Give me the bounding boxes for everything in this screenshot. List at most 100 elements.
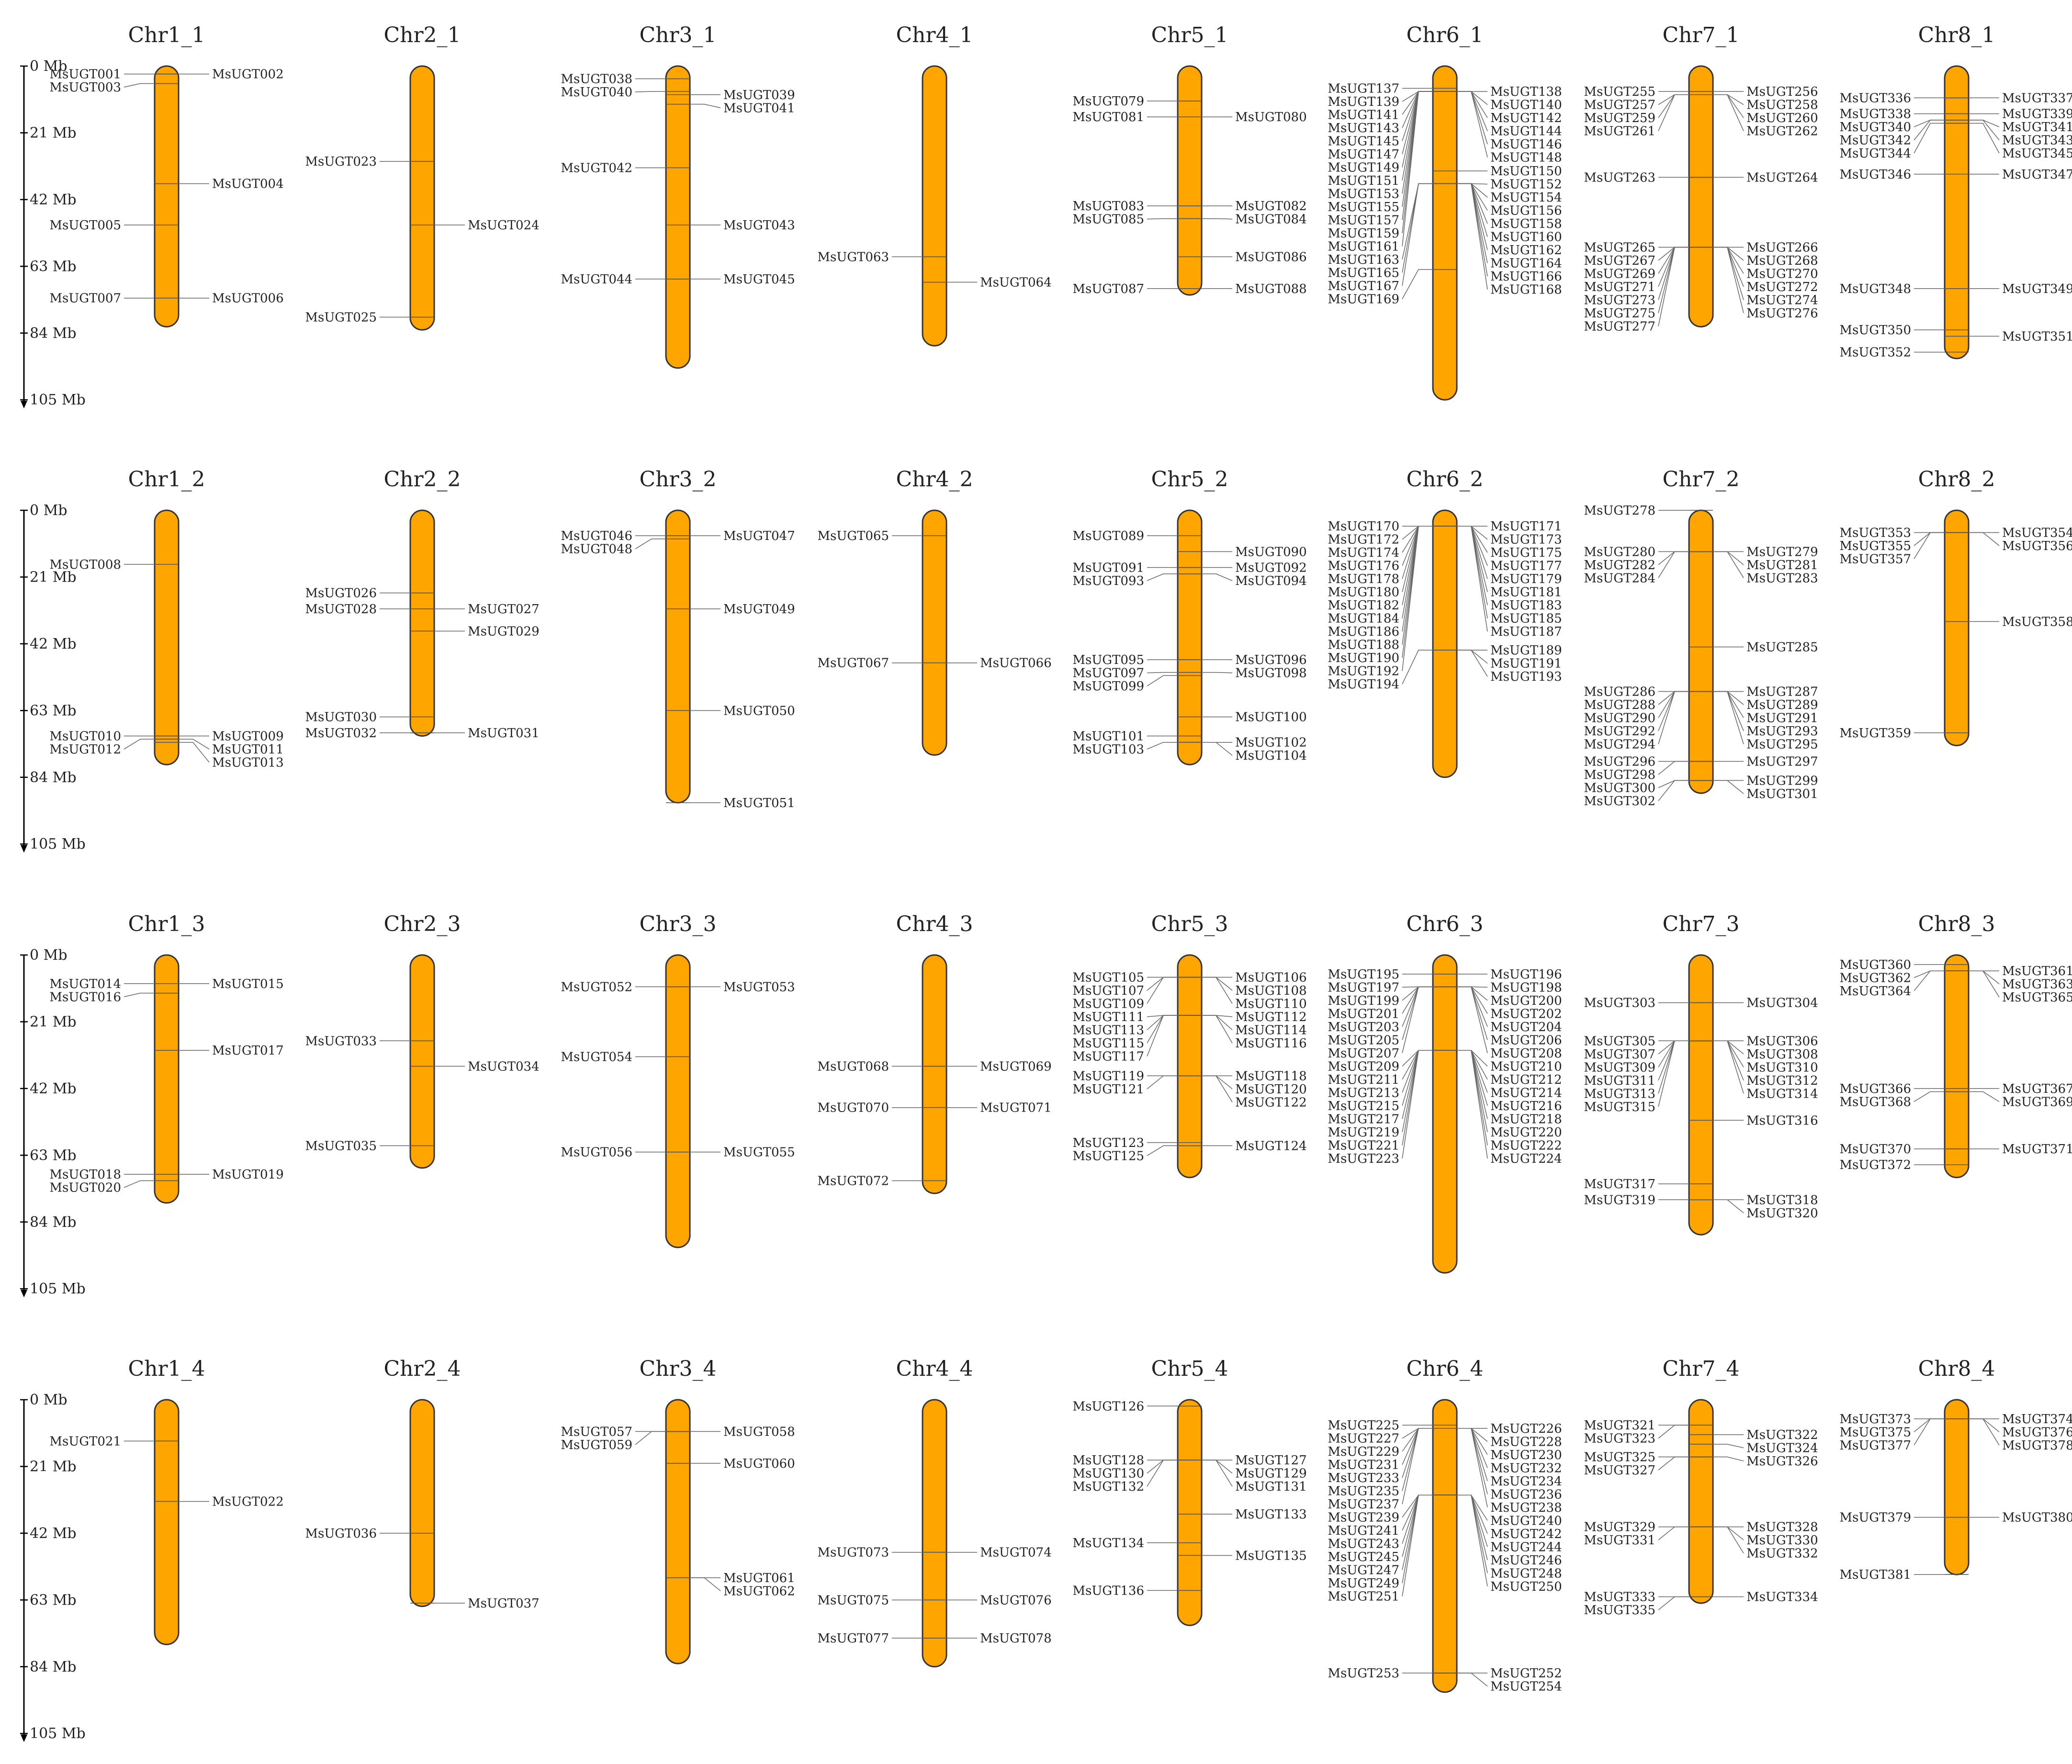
gene-label: MsUGT236: [1490, 1487, 1562, 1502]
gene-label: MsUGT233: [1328, 1471, 1399, 1485]
gene-label: MsUGT306: [1746, 1034, 1818, 1048]
gene-label: MsUGT025: [305, 311, 377, 325]
gene-label: MsUGT109: [1072, 997, 1144, 1011]
gene-connector: [1402, 1494, 1433, 1596]
gene-label: MsUGT299: [1746, 774, 1818, 788]
gene-label: MsUGT026: [305, 586, 377, 601]
gene-connector: [1402, 1050, 1433, 1146]
gene-label: MsUGT270: [1746, 267, 1818, 281]
gene-label: MsUGT316: [1746, 1113, 1818, 1128]
axis-tick-label: 42 Mb: [30, 1525, 77, 1542]
gene-connector: [1713, 691, 1744, 744]
gene-label: MsUGT256: [1746, 85, 1818, 99]
gene-connector: [1914, 120, 1945, 141]
gene-label: MsUGT087: [1072, 282, 1144, 296]
chromosome-body: [154, 509, 180, 765]
chromosome-title: Chr2_3: [383, 912, 461, 936]
gene-label: MsUGT098: [1235, 666, 1307, 681]
gene-label: MsUGT048: [561, 542, 632, 557]
chromosome-title: Chr7_2: [1662, 467, 1739, 492]
gene-label: MsUGT177: [1490, 559, 1562, 573]
gene-connector: [1402, 269, 1433, 299]
gene-label: MsUGT001: [49, 67, 121, 82]
chromosome-body: [665, 954, 691, 1248]
gene-connector: [124, 739, 155, 750]
gene-label: MsUGT034: [468, 1059, 540, 1074]
chromosome-title: Chr3_4: [639, 1357, 716, 1381]
gene-label: MsUGT281: [1746, 558, 1818, 573]
gene-label: MsUGT287: [1746, 685, 1818, 699]
gene-label: MsUGT063: [817, 250, 889, 264]
gene-label: MsUGT347: [2002, 168, 2072, 182]
gene-label: MsUGT216: [1490, 1099, 1562, 1113]
chromosome-body: [1177, 65, 1203, 296]
gene-label: MsUGT114: [1235, 1023, 1307, 1037]
gene-connector: [1402, 986, 1433, 1040]
gene-label: MsUGT148: [1490, 151, 1562, 165]
gene-label: MsUGT174: [1328, 546, 1399, 560]
gene-connector: [1402, 526, 1433, 671]
gene-label: MsUGT349: [2002, 282, 2072, 296]
gene-label: MsUGT068: [817, 1059, 889, 1074]
gene-label: MsUGT129: [1235, 1467, 1307, 1481]
gene-label: MsUGT093: [1072, 574, 1144, 588]
gene-connector: [1147, 1460, 1178, 1487]
gene-label: MsUGT264: [1746, 170, 1818, 185]
gene-connector: [179, 742, 210, 763]
gene-connector: [124, 1180, 155, 1188]
gene-connector: [1457, 1050, 1488, 1158]
gene-label: MsUGT176: [1328, 559, 1399, 573]
chromosome-body: [1432, 65, 1458, 401]
gene-label: MsUGT314: [1746, 1087, 1818, 1101]
gene-label: MsUGT145: [1328, 134, 1399, 148]
gene-label: MsUGT135: [1235, 1549, 1307, 1563]
chromosome-body: [409, 509, 435, 737]
gene-label: MsUGT115: [1072, 1036, 1144, 1051]
chromosome-body: [922, 65, 947, 347]
gene-connector: [1457, 1428, 1488, 1481]
gene-label: MsUGT118: [1235, 1069, 1307, 1083]
gene-label: MsUGT275: [1584, 306, 1655, 321]
gene-label: MsUGT094: [1235, 574, 1307, 588]
gene-label: MsUGT185: [1490, 612, 1562, 626]
gene-label: MsUGT141: [1328, 108, 1399, 122]
gene-label: MsUGT125: [1072, 1149, 1144, 1163]
chromosome-chr6-3: Chr6_3MsUGT195MsUGT197MsUGT199MsUGT201Ms…: [1328, 912, 1562, 1274]
gene-label: MsUGT220: [1490, 1125, 1562, 1140]
gene-label: MsUGT138: [1490, 85, 1562, 99]
gene-label: MsUGT010: [49, 729, 121, 743]
gene-label: MsUGT081: [1072, 110, 1144, 124]
gene-label: MsUGT344: [1839, 146, 1911, 161]
chromosome-chr5-2: Chr5_2MsUGT089MsUGT091MsUGT093MsUGT095Ms…: [1072, 467, 1307, 765]
gene-label: MsUGT284: [1584, 571, 1655, 585]
gene-connector: [1202, 977, 1233, 1004]
gene-label: MsUGT131: [1235, 1480, 1307, 1494]
chromosome-chr4-4: Chr4_4 MsUGT073 MsUGT075 MsUGT077 MsUGT074 Ms…: [817, 1357, 1052, 1668]
chromosome-body: [1688, 65, 1714, 327]
chromosome-title: Chr7_3: [1662, 912, 1739, 936]
gene-label: MsUGT008: [49, 558, 121, 572]
gene-label: MsUGT292: [1584, 724, 1655, 739]
gene-label: MsUGT168: [1490, 283, 1562, 297]
gene-label: MsUGT263: [1584, 170, 1655, 185]
gene-label: MsUGT152: [1490, 178, 1562, 192]
gene-label: MsUGT377: [1839, 1438, 1911, 1453]
gene-label: MsUGT195: [1328, 967, 1399, 982]
gene-label: MsUGT106: [1235, 970, 1307, 985]
gene-label: MsUGT007: [49, 292, 121, 306]
gene-connector: [1457, 1050, 1488, 1146]
gene-label: MsUGT276: [1746, 306, 1818, 321]
gene-label: MsUGT279: [1746, 545, 1818, 559]
gene-label: MsUGT116: [1235, 1036, 1307, 1051]
gene-label: MsUGT198: [1490, 980, 1562, 995]
gene-label: MsUGT301: [1746, 787, 1818, 801]
gene-label: MsUGT088: [1235, 282, 1307, 296]
gene-connector: [1658, 1425, 1689, 1439]
gene-connector: [1457, 1428, 1488, 1507]
gene-label: MsUGT218: [1490, 1112, 1562, 1126]
chromosome-title: Chr8_4: [1918, 1357, 1995, 1381]
gene-connector: [1914, 970, 1945, 991]
gene-label: MsUGT303: [1584, 996, 1655, 1011]
